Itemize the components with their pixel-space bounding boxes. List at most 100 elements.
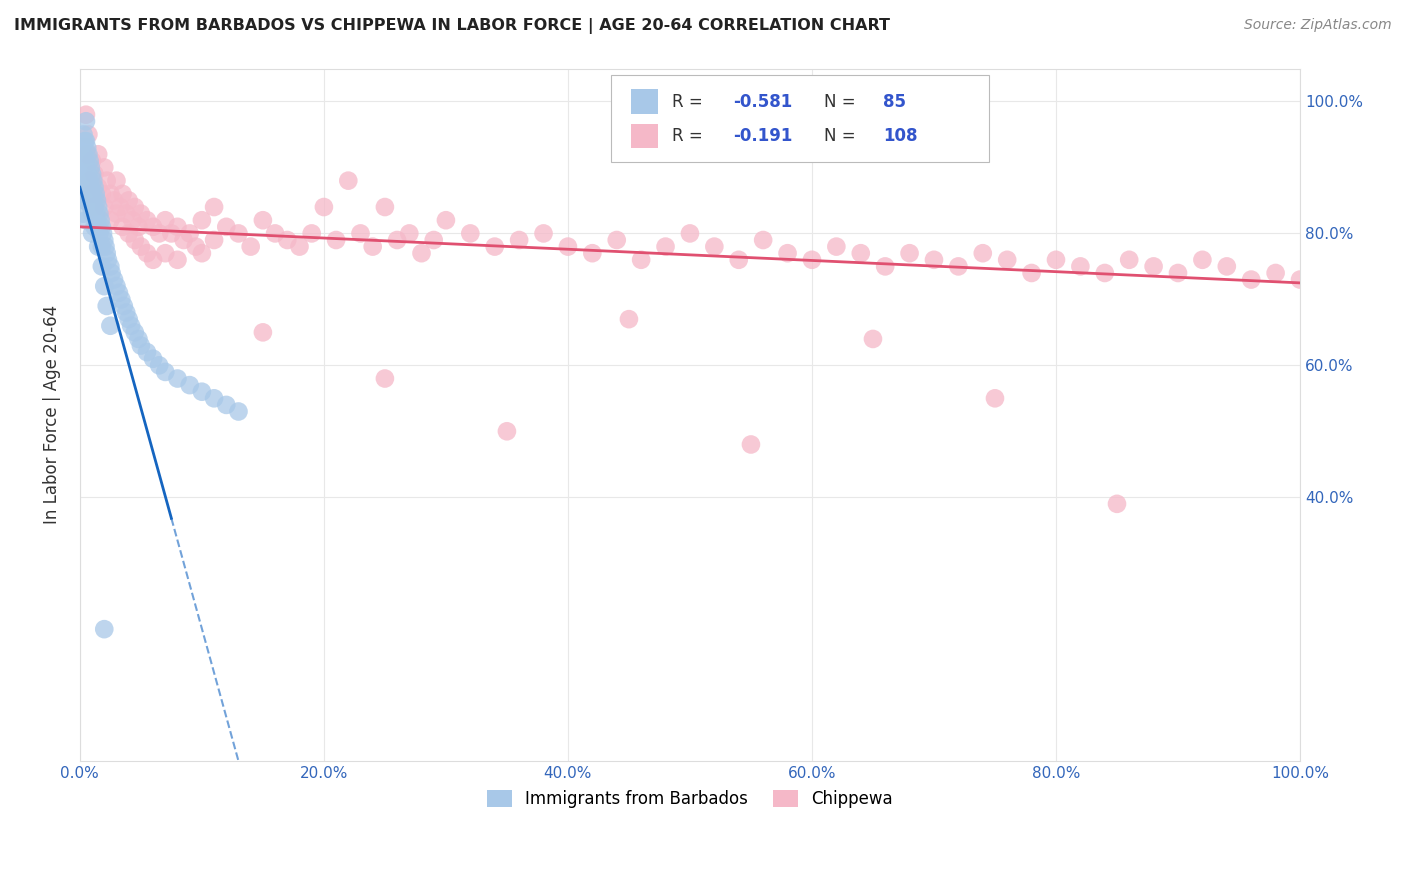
Point — [108, 285, 131, 300]
Point — [995, 252, 1018, 267]
Point — [1167, 266, 1189, 280]
Point — [155, 213, 177, 227]
Point — [166, 371, 188, 385]
Point — [606, 233, 628, 247]
Point — [118, 194, 141, 208]
Point — [740, 437, 762, 451]
Point — [105, 206, 128, 220]
Point — [496, 425, 519, 439]
Point — [1105, 497, 1128, 511]
Point — [301, 227, 323, 241]
Point — [90, 260, 112, 274]
Text: 108: 108 — [883, 128, 917, 145]
Point — [349, 227, 371, 241]
Point — [374, 371, 396, 385]
Point — [93, 279, 115, 293]
Point — [86, 194, 108, 208]
Point — [77, 147, 100, 161]
Point — [533, 227, 555, 241]
Point — [93, 200, 115, 214]
Point — [184, 239, 207, 253]
Point — [800, 252, 823, 267]
Point — [155, 365, 177, 379]
Point — [202, 392, 225, 406]
Point — [252, 326, 274, 340]
Point — [849, 246, 872, 260]
Point — [191, 246, 214, 260]
Point — [80, 180, 103, 194]
Point — [361, 239, 384, 253]
Point — [825, 239, 848, 253]
Point — [108, 200, 131, 214]
Point — [75, 153, 97, 168]
Point — [77, 167, 100, 181]
Point — [115, 206, 138, 220]
Point — [82, 174, 104, 188]
Point — [96, 174, 118, 188]
Point — [90, 239, 112, 253]
Point — [118, 312, 141, 326]
Y-axis label: In Labor Force | Age 20-64: In Labor Force | Age 20-64 — [44, 305, 60, 524]
Text: R =: R = — [672, 128, 707, 145]
Point — [72, 186, 94, 201]
Point — [228, 404, 250, 418]
Point — [166, 219, 188, 234]
Point — [76, 161, 98, 175]
Point — [118, 227, 141, 241]
Text: 85: 85 — [883, 93, 905, 111]
Point — [862, 332, 884, 346]
Point — [148, 227, 170, 241]
Point — [75, 114, 97, 128]
Point — [581, 246, 603, 260]
Point — [80, 200, 103, 214]
Point — [80, 161, 103, 175]
Point — [75, 194, 97, 208]
Point — [398, 227, 420, 241]
Point — [1094, 266, 1116, 280]
Point — [72, 174, 94, 188]
Point — [875, 260, 897, 274]
Point — [72, 128, 94, 142]
Text: IMMIGRANTS FROM BARBADOS VS CHIPPEWA IN LABOR FORCE | AGE 20-64 CORRELATION CHAR: IMMIGRANTS FROM BARBADOS VS CHIPPEWA IN … — [14, 18, 890, 34]
Point — [80, 200, 103, 214]
Point — [76, 147, 98, 161]
Text: -0.581: -0.581 — [733, 93, 792, 111]
Point — [79, 153, 101, 168]
Text: R =: R = — [672, 93, 707, 111]
Point — [191, 384, 214, 399]
Point — [105, 174, 128, 188]
Point — [239, 239, 262, 253]
Point — [202, 200, 225, 214]
Point — [80, 167, 103, 181]
Point — [96, 246, 118, 260]
Point — [142, 219, 165, 234]
Point — [77, 186, 100, 201]
Point — [80, 153, 103, 168]
Point — [557, 239, 579, 253]
Point — [94, 239, 117, 253]
Point — [77, 128, 100, 142]
Point — [385, 233, 408, 247]
Point — [90, 213, 112, 227]
Point — [80, 227, 103, 241]
Point — [72, 206, 94, 220]
Point — [72, 141, 94, 155]
Point — [166, 252, 188, 267]
Point — [434, 213, 457, 227]
Point — [124, 200, 146, 214]
Point — [96, 299, 118, 313]
Point — [84, 186, 107, 201]
Point — [1191, 252, 1213, 267]
Point — [87, 239, 110, 253]
Point — [460, 227, 482, 241]
Point — [1216, 260, 1239, 274]
Point — [73, 153, 96, 168]
Point — [73, 174, 96, 188]
Point — [100, 186, 122, 201]
Point — [1264, 266, 1286, 280]
Point — [87, 147, 110, 161]
Point — [75, 134, 97, 148]
Point — [215, 398, 238, 412]
Point — [124, 326, 146, 340]
Point — [93, 233, 115, 247]
